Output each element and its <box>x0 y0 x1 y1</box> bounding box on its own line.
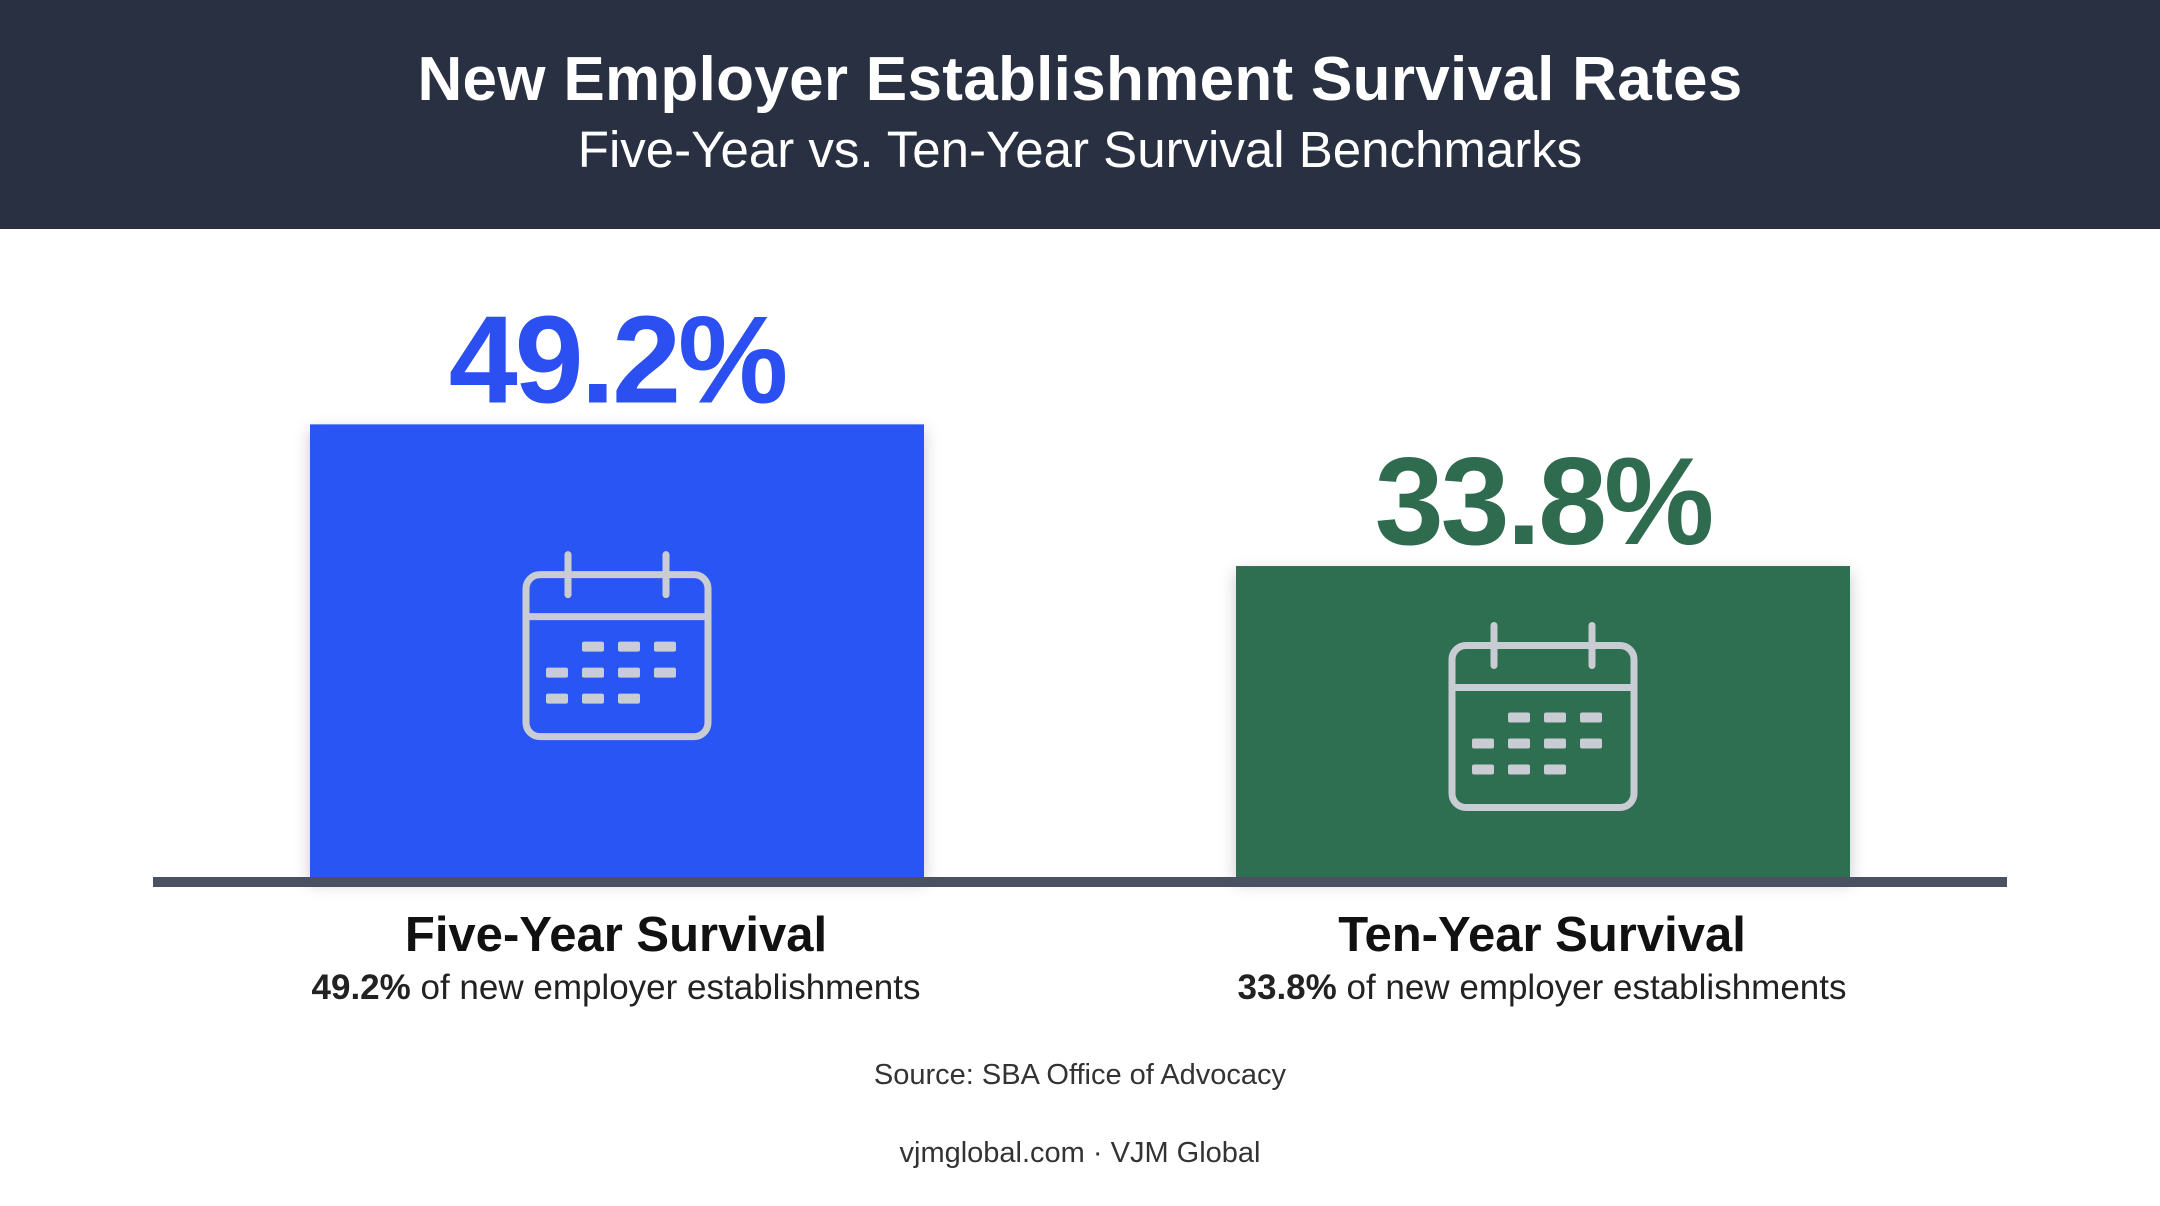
description-value: 33.8% <box>1237 968 1337 1007</box>
category-description: 33.8% of new employer establishments <box>1142 966 1942 1010</box>
calendar-icon <box>522 551 712 741</box>
category-label: Five-Year Survival <box>404 908 828 962</box>
description-text: of new employer establishments <box>1336 968 1847 1007</box>
chart-subtitle: Five-Year vs. Ten-Year Survival Benchmar… <box>577 121 1583 178</box>
data-label: 33.8% <box>1375 433 1712 571</box>
category-label-block-five-year: Five-Year Survival 49.2% of new employer… <box>216 906 1016 1010</box>
calendar-icon <box>1448 622 1638 812</box>
source-note: Source: SBA Office of Advocacy <box>873 1059 1287 1091</box>
chart-baseline <box>153 877 2007 887</box>
bar-group: 49.2% <box>310 291 924 877</box>
bar <box>1236 566 1850 877</box>
category-label: Ten-Year Survival <box>1338 908 1746 962</box>
bar <box>310 424 924 877</box>
chart-title: New Employer Establishment Survival Rate… <box>417 45 1743 114</box>
bar-group: 33.8% <box>1236 433 1850 877</box>
data-label: 49.2% <box>449 291 786 429</box>
description-text: of new employer establishments <box>410 968 921 1007</box>
category-label-block-ten-year: Ten-Year Survival 33.8% of new employer … <box>1142 906 1942 1010</box>
category-description: 49.2% of new employer establishments <box>216 966 1016 1010</box>
credit-line: vjmglobal.com · VJM Global <box>899 1137 1261 1169</box>
header-banner: New Employer Establishment Survival Rate… <box>0 0 2160 229</box>
description-value: 49.2% <box>311 968 411 1007</box>
bar-chart: 49.2% 33.8% <box>153 291 2007 887</box>
